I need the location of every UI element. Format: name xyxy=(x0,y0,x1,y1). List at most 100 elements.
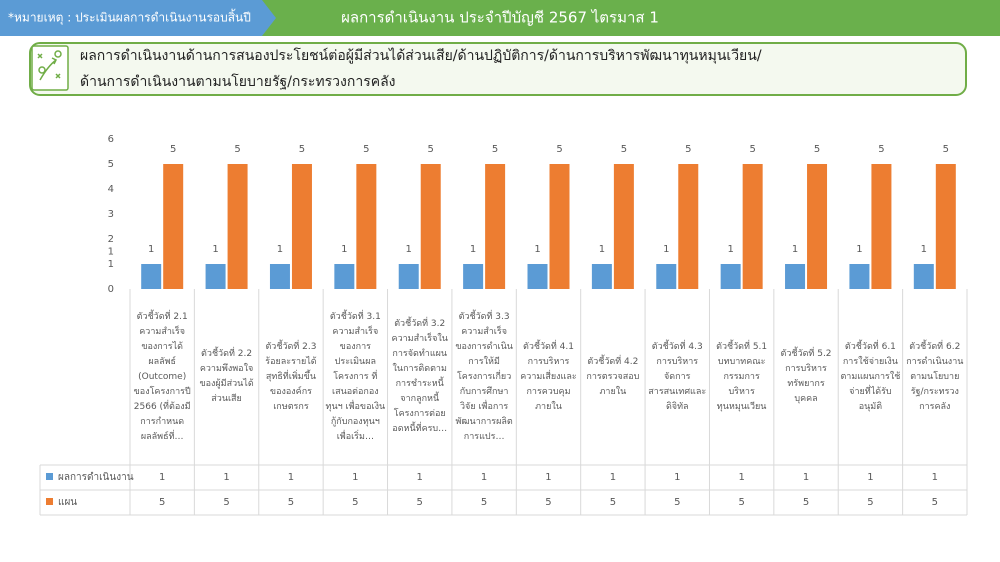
data-label: 1 xyxy=(534,244,540,255)
category-label: ตัวชี้วัดที่ 2.2 ความพึงพอใจของผู้มีส่วน… xyxy=(199,349,254,404)
category-label: ตัวชี้วัดที่ 2.3 ร้อยละรายได้สุทธิที่เพิ… xyxy=(265,341,317,412)
table-value: 1 xyxy=(223,472,230,483)
category-label: ตัวชี้วัดที่ 6.1 การใช้จ่ายเงินตามแผนการ… xyxy=(840,341,901,412)
bar xyxy=(871,164,892,289)
data-label: 5 xyxy=(556,144,562,155)
table-value: 1 xyxy=(159,472,166,483)
data-label: 1 xyxy=(212,244,218,255)
bar xyxy=(291,164,312,289)
legend-label: แผน xyxy=(58,497,78,508)
y-tick-label: 3 xyxy=(108,209,114,220)
data-label: 1 xyxy=(277,244,283,255)
table-value: 5 xyxy=(609,497,617,508)
y-tick-label: 1 xyxy=(108,259,114,270)
category-label: ตัวชี้วัดที่ 4.2 การตรวจสอบภายใน xyxy=(586,356,640,397)
y-tick-label: 0 xyxy=(108,284,114,295)
section-title-line: ผลการดำเนินงานด้านการสนองประโยชน์ต่อผู้ม… xyxy=(80,47,762,64)
table-value: 5 xyxy=(802,497,810,508)
bar xyxy=(849,264,870,289)
data-label: 5 xyxy=(492,144,498,155)
y-tick-label: 6 xyxy=(108,134,114,145)
table-value: 5 xyxy=(480,497,488,508)
data-label: 5 xyxy=(363,144,369,155)
data-label: 1 xyxy=(663,244,669,255)
note-tab xyxy=(0,0,276,36)
bar xyxy=(463,264,484,289)
bar xyxy=(613,164,634,289)
table-value: 1 xyxy=(480,472,488,483)
bar xyxy=(398,264,419,289)
data-label: 5 xyxy=(170,144,176,155)
bar xyxy=(656,264,677,289)
bar xyxy=(227,164,248,289)
table-value: 5 xyxy=(674,497,681,508)
table-value: 1 xyxy=(545,472,552,483)
table-value: 5 xyxy=(159,497,166,508)
data-label: 1 xyxy=(856,244,862,255)
table-value: 5 xyxy=(738,497,745,508)
data-label: 1 xyxy=(406,244,412,255)
table-value: 5 xyxy=(867,497,874,508)
table-value: 5 xyxy=(287,497,295,508)
category-label: ตัวชี้วัดที่ 4.3 การบริหารจัดการสารสนเทศ… xyxy=(648,341,707,412)
table-value: 5 xyxy=(352,497,359,508)
data-label: 1 xyxy=(470,244,476,255)
data-label: 1 xyxy=(148,244,154,255)
bar xyxy=(742,164,763,289)
strategy-icon xyxy=(31,45,69,91)
data-label: 5 xyxy=(814,144,820,155)
table-value: 5 xyxy=(545,497,552,508)
bar xyxy=(549,164,570,289)
y-tick-label: 4 xyxy=(108,184,114,195)
category-label: ตัวชี้วัดที่ 5.1 บทบาทคณะกรรมการบริหารทุ… xyxy=(716,341,768,412)
data-label: 5 xyxy=(943,144,949,155)
bar xyxy=(807,164,828,289)
bar xyxy=(591,264,612,289)
bar xyxy=(205,264,226,289)
header-note: *หมายเหตุ : ประเมินผลการดำเนินงานรอบสิ้น… xyxy=(8,9,251,26)
category-label: ตัวชี้วัดที่ 4.1 การบริหารความเสี่ยงและก… xyxy=(520,341,577,412)
category-label: ตัวชี้วัดที่ 2.1 ความสำเร็จของการได้ผลลั… xyxy=(133,311,191,442)
bar xyxy=(269,264,290,289)
table-value: 5 xyxy=(223,497,230,508)
bar xyxy=(356,164,377,289)
category-label: ตัวชี้วัดที่ 6.2 การดำเนินงานตามนโยบายรั… xyxy=(906,341,964,412)
legend-swatch xyxy=(46,498,53,505)
data-label: 1 xyxy=(599,244,605,255)
data-label: 1 xyxy=(921,244,927,255)
table-value: 1 xyxy=(674,472,681,483)
bar xyxy=(163,164,184,289)
section-title-line: ด้านการดำเนินงานตามนโยบายรัฐ/กระทรวงการค… xyxy=(80,73,396,90)
data-label: 5 xyxy=(234,144,240,155)
data-label: 5 xyxy=(621,144,627,155)
bar xyxy=(141,264,162,289)
legend-label: ผลการดำเนินงาน xyxy=(58,472,134,483)
data-label: 1 xyxy=(341,244,347,255)
bar xyxy=(935,164,956,289)
data-label: 1 xyxy=(727,244,733,255)
category-label: ตัวชี้วัดที่ 3.2 ความสำเร็จในการจัดทำแผน… xyxy=(391,319,448,434)
section-box xyxy=(29,42,967,96)
table-value: 1 xyxy=(287,472,295,483)
table-value: 5 xyxy=(416,497,423,508)
table-value: 1 xyxy=(609,472,617,483)
table-value: 5 xyxy=(931,497,938,508)
data-label: 5 xyxy=(428,144,434,155)
data-label: 5 xyxy=(878,144,884,155)
y-tick-label: 1 xyxy=(108,247,114,258)
bar xyxy=(720,264,741,289)
category-label: ตัวชี้วัดที่ 3.1 ความสำเร็จของการประเมิน… xyxy=(325,311,386,442)
data-label: 5 xyxy=(685,144,691,155)
table-value: 1 xyxy=(867,472,874,483)
bar xyxy=(913,264,934,289)
table-value: 1 xyxy=(352,472,359,483)
bar xyxy=(785,264,806,289)
category-label: ตัวชี้วัดที่ 5.2 การบริหารทรัพยากรบุคคล xyxy=(780,349,832,404)
bar xyxy=(485,164,506,289)
header-title: ผลการดำเนินงาน ประจำปีบัญชี 2567 ไตรมาส … xyxy=(341,9,659,27)
data-label: 5 xyxy=(299,144,305,155)
table-value: 1 xyxy=(802,472,810,483)
bar xyxy=(334,264,355,289)
